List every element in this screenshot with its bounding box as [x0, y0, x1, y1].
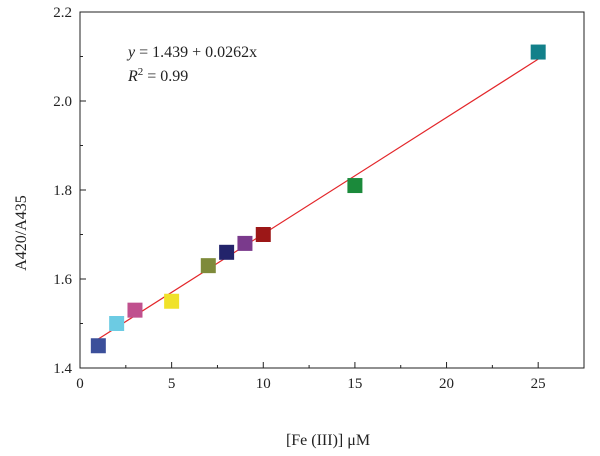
data-point [237, 235, 253, 251]
y-tick-label: 1.4 [53, 361, 72, 377]
x-tick-label: 15 [347, 376, 362, 392]
regression-line [98, 58, 539, 340]
data-point [90, 338, 106, 354]
x-tick-label: 5 [168, 376, 176, 392]
data-point [347, 178, 363, 194]
regression-equation: y = 1.439 + 0.0262x [126, 44, 257, 61]
r2-symbol: R [127, 68, 138, 85]
ticks-layer: 0 5 10 15 20 25 1.4 1.6 1.8 2.0 2.2 [53, 5, 545, 392]
x-tick-label: 0 [76, 376, 84, 392]
x-axis-title: [Fe (III)] μM [286, 432, 370, 449]
data-point [255, 227, 271, 242]
fit-line-layer [98, 58, 539, 340]
data-point [219, 244, 235, 260]
y-tick-label: 2.0 [53, 94, 72, 110]
y-tick-label: 1.8 [53, 183, 72, 199]
data-point [164, 293, 180, 309]
x-axis-title-text: [Fe (III)] μM [286, 432, 370, 449]
x-tick-label: 20 [439, 376, 454, 392]
data-point [109, 316, 125, 331]
y-axis-title: A420/A435 [13, 195, 30, 271]
r2-superscript: 2 [138, 66, 144, 78]
y-tick-label: 2.2 [53, 5, 72, 21]
data-point [530, 44, 546, 60]
r-squared-annotation: R2 = 0.99 [127, 66, 188, 85]
equation-body: = 1.439 + 0.0262x [135, 44, 257, 61]
x-tick-label: 10 [256, 376, 271, 392]
data-point [127, 302, 143, 318]
x-tick-label: 25 [531, 376, 546, 392]
y-tick-label: 1.6 [53, 272, 72, 288]
equation-y-symbol: y [126, 44, 136, 61]
data-point [200, 258, 216, 274]
y-axis-title-text: A420/A435 [13, 195, 30, 271]
r2-value: = 0.99 [143, 68, 188, 85]
points-layer [90, 44, 546, 354]
